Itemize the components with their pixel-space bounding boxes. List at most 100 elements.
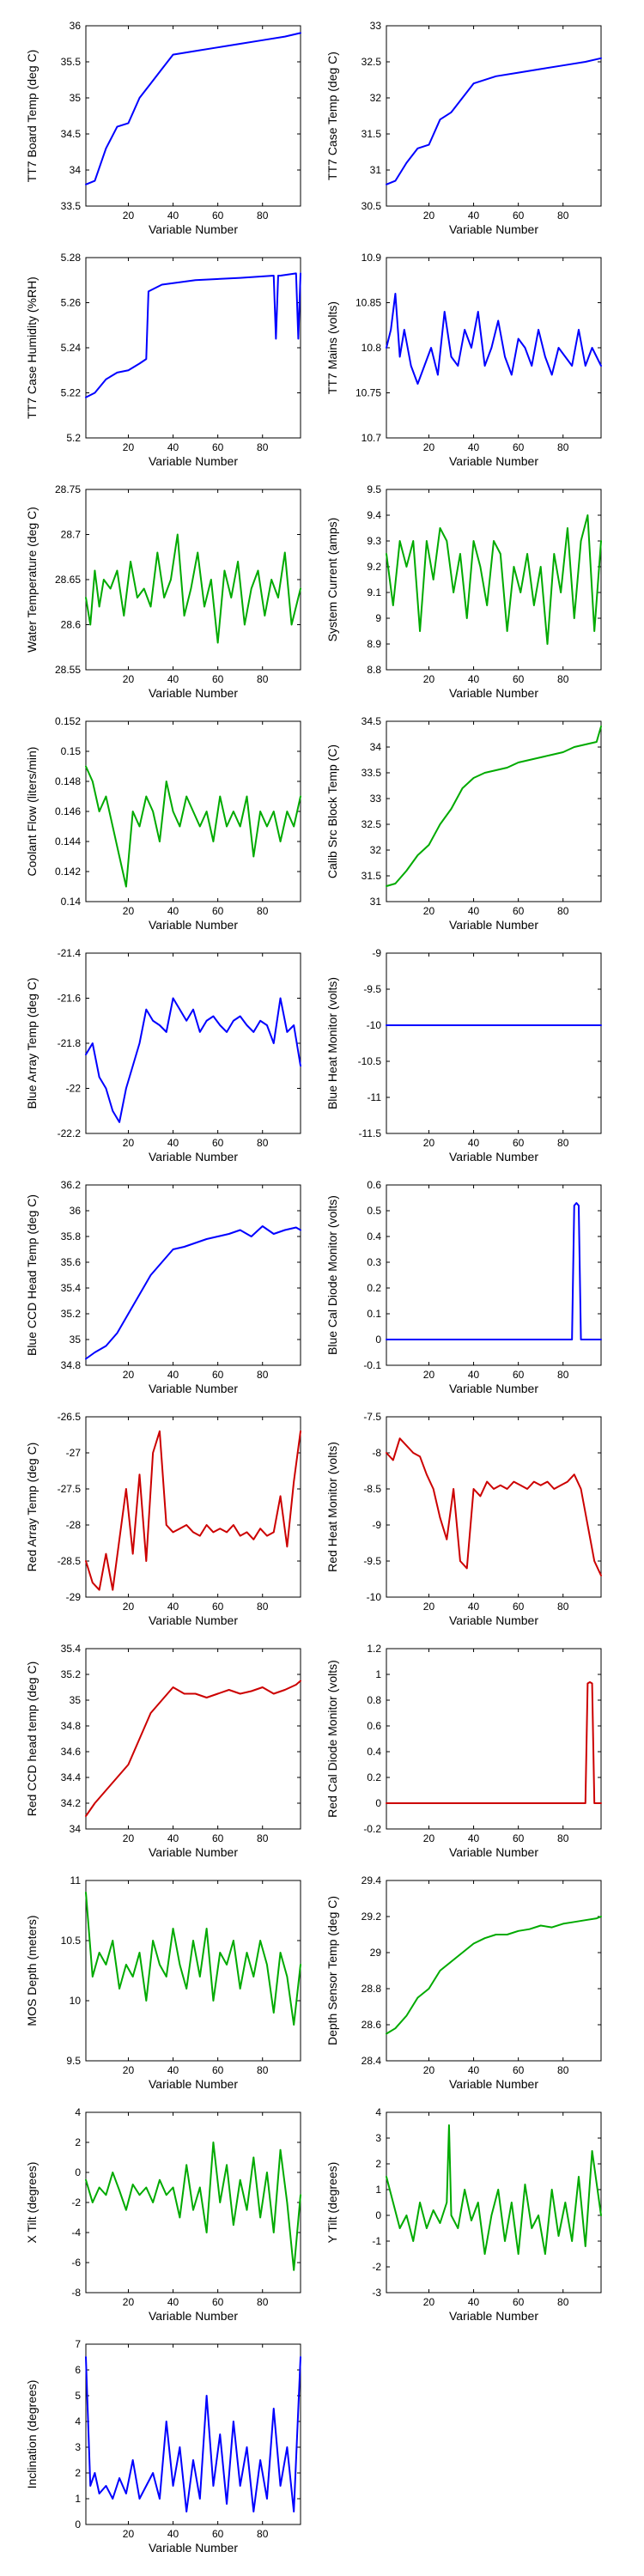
x-tick-label: 60 [513,1601,525,1613]
x-tick-label: 80 [557,210,569,222]
y-tick-label: 2 [75,2467,81,2479]
y-tick-label: 36 [70,20,82,32]
y-tick-label: 0.15 [61,745,82,757]
x-tick-label: 60 [513,2064,525,2076]
plot-frame [386,1416,602,1598]
y-tick-label: -10 [367,1591,382,1603]
y-tick-label: -27.5 [58,1483,82,1495]
y-tick-label: 0.152 [55,715,81,727]
y-axis-label: Calib Src Block Temp (C) [325,744,339,878]
x-tick-label: 60 [513,905,525,917]
x-axis-label: Variable Number [149,2309,238,2323]
y-tick-label: 35.4 [61,1282,82,1294]
y-tick-label: 0.6 [367,1720,381,1732]
chart-panel-14: 20 40 60 80 -10 -9.5 -9 -8.5 -8 -7.5 Variable Numb… [325,1411,602,1627]
y-tick-label: 1.2 [367,1643,381,1655]
series-line-1 [386,1437,602,1577]
y-tick-label: 0.146 [55,805,81,817]
x-tick-label: 40 [468,1832,480,1844]
x-tick-label: 40 [167,2296,179,2308]
x-tick-label: 60 [212,1369,224,1381]
y-tick-label: 1 [75,2493,81,2505]
x-tick-label: 80 [257,2296,269,2308]
y-tick-label: 5.28 [61,252,82,264]
y-tick-label: 28.6 [361,2019,382,2031]
y-tick-label: 0.8 [367,1694,381,1706]
x-tick-label: 40 [167,1137,179,1149]
series-line-1 [386,57,602,185]
y-tick-label: 0.148 [55,775,81,787]
y-tick-label: 34 [70,164,82,176]
series-line-1 [85,2356,301,2512]
plot-frame [386,952,602,1134]
x-tick-label: 80 [557,1369,569,1381]
x-tick-label: 60 [513,210,525,222]
x-axis-label: Variable Number [149,1382,238,1395]
y-tick-label: -8 [71,2287,81,2299]
x-tick-label: 40 [468,673,480,685]
x-tick-label: 40 [468,1137,480,1149]
y-tick-label: -3 [372,2287,381,2299]
y-tick-label: -21.6 [58,993,82,1005]
y-tick-label: -28 [66,1519,82,1531]
y-tick-label: -22.2 [58,1127,82,1139]
y-tick-label: 35.8 [61,1230,82,1242]
x-tick-label: 60 [212,1832,224,1844]
plot-frame [85,257,301,439]
x-tick-label: 80 [257,905,269,917]
chart-panel-7: 20 40 60 80 0.14 0.142 0.144 0.146 0.148 0.15 0.15… [25,715,301,932]
y-tick-label: 10 [70,1995,82,2007]
x-tick-label: 20 [123,1369,135,1381]
x-tick-label: 80 [257,441,269,453]
x-tick-label: 20 [123,905,135,917]
y-tick-label: -26.5 [58,1411,82,1423]
series-line-1 [386,514,602,645]
y-tick-label: 9.5 [66,2055,81,2067]
y-tick-label: 9.5 [367,483,381,495]
chart-panel-4: 20 40 60 80 10.7 10.75 10.8 10.85 10.9 Variable N… [325,252,602,468]
y-tick-label: -9.5 [363,1555,381,1567]
x-tick-label: 60 [212,905,224,917]
chart-panel-9: 20 40 60 80 -22.2 -22 -21.8 -21.6 -21.4 Variable … [25,947,301,1163]
y-tick-label: 34 [70,1823,82,1835]
x-tick-label: 80 [557,2064,569,2076]
y-tick-label: -28.5 [58,1555,82,1567]
y-tick-label: 33.5 [61,200,82,212]
x-axis-label: Variable Number [149,2541,238,2555]
x-tick-label: 40 [468,2064,480,2076]
y-axis-label: TT7 Case Humidity (%RH) [25,276,39,419]
y-tick-label: 10.7 [361,432,382,444]
x-tick-label: 40 [167,210,179,222]
y-tick-label: 7 [75,2338,81,2350]
y-tick-label: -10.5 [358,1055,382,1067]
chart-panel-21: 20 40 60 80 0 1 2 3 4 5 6 7 Variable Number Inclinati… [25,2338,301,2555]
series-line-1 [85,272,301,398]
x-axis-label: Variable Number [149,1150,238,1163]
x-tick-label: 60 [212,2296,224,2308]
x-tick-label: 20 [123,1601,135,1613]
y-tick-label: -21.4 [58,947,82,959]
x-axis-label: Variable Number [149,454,238,468]
plot-frame [386,257,602,439]
y-tick-label: 4 [75,2106,81,2118]
series-line-1 [386,293,602,385]
y-tick-label: 31 [370,164,382,176]
y-tick-label: 9.3 [367,535,381,547]
plot-frame [386,1648,602,1830]
y-axis-label: Blue Cal Diode Monitor (volts) [325,1195,339,1355]
y-tick-label: -2 [372,2261,381,2273]
x-tick-label: 80 [557,441,569,453]
chart-panel-18: 20 40 60 80 28.4 28.6 28.8 29 29.2 29.4 Variable N… [325,1874,602,2091]
y-tick-label: -6 [71,2257,81,2269]
y-axis-label: MOS Depth (meters) [25,1915,39,2026]
x-tick-label: 20 [423,210,435,222]
series-line-1 [386,1916,602,2035]
y-tick-label: -8.5 [363,1483,381,1495]
y-axis-label: TT7 Case Temp (deg C) [325,52,339,180]
x-tick-label: 40 [468,2296,480,2308]
x-tick-label: 40 [167,441,179,453]
y-tick-label: 33 [370,793,382,805]
plot-frame [386,1184,602,1366]
x-tick-label: 80 [257,2528,269,2540]
x-axis-label: Variable Number [149,222,238,236]
